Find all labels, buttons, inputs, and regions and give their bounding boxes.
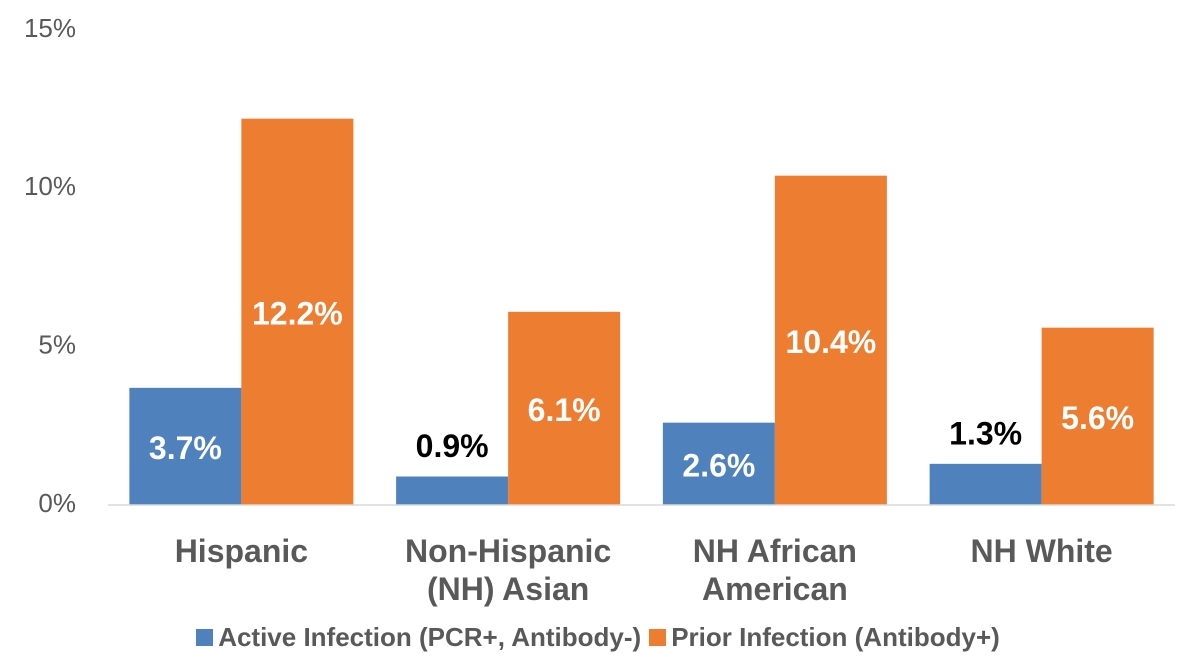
y-tick-label: 5% [38,330,76,360]
legend-label: Active Infection (PCR+, Antibody-) [218,622,642,652]
bar [774,175,887,505]
data-label: 1.3% [949,415,1022,451]
data-label: 12.2% [252,295,343,331]
legend-swatch [196,629,214,646]
x-tick-label: NH White [970,533,1113,569]
legend-label: Prior Infection (Antibody+) [671,622,1000,652]
data-label: 5.6% [1061,400,1134,436]
data-label: 2.6% [682,447,755,483]
legend-item: Prior Infection (Antibody+) [649,622,1000,653]
legend: Active Infection (PCR+, Antibody-) Prior … [0,622,1196,653]
legend-item: Active Infection (PCR+, Antibody-) [196,622,641,653]
bar [508,311,621,505]
bar [241,118,354,506]
legend-swatch [649,629,667,646]
bar [129,387,242,505]
bar [662,422,775,505]
bar [396,476,509,505]
y-tick-label: 0% [38,488,76,518]
x-tick-label: NH African American [692,533,857,607]
data-label: 0.9% [416,428,489,464]
data-label: 3.7% [149,430,222,466]
data-label: 6.1% [528,392,601,428]
y-tick-label: 10% [24,171,76,201]
x-tick-label: Hispanic [174,533,309,569]
x-tick-label: Non-Hispanic (NH) Asian [405,533,612,607]
y-tick-label: 15% [24,13,76,43]
data-label: 10.4% [786,324,877,360]
bar [929,463,1042,505]
bar [1041,327,1154,505]
